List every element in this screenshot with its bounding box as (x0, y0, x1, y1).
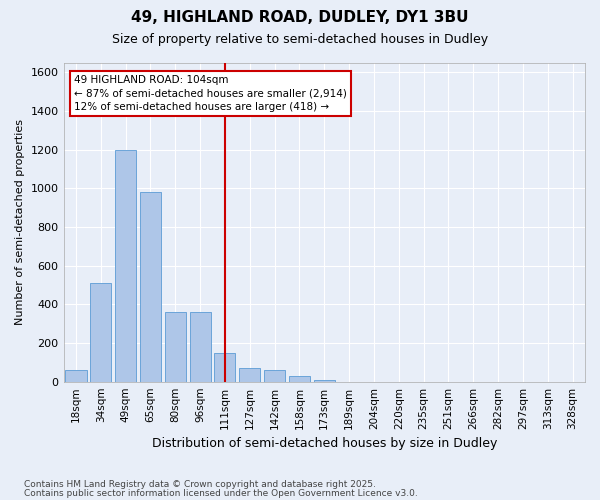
Bar (65, 370, 86, 382)
X-axis label: Distribution of semi-detached houses by size in Dudley: Distribution of semi-detached houses by … (152, 437, 497, 450)
Bar (289, 376, 310, 382)
Text: 49 HIGHLAND ROAD: 104sqm
← 87% of semi-detached houses are smaller (2,914)
12% o: 49 HIGHLAND ROAD: 104sqm ← 87% of semi-d… (74, 76, 347, 112)
Bar (90, 283, 112, 382)
Bar (190, 312, 211, 382)
Bar (115, 150, 136, 382)
Y-axis label: Number of semi-detached properties: Number of semi-detached properties (15, 119, 25, 325)
Text: Size of property relative to semi-detached houses in Dudley: Size of property relative to semi-detach… (112, 32, 488, 46)
Bar (165, 312, 186, 382)
Text: 49, HIGHLAND ROAD, DUDLEY, DY1 3BU: 49, HIGHLAND ROAD, DUDLEY, DY1 3BU (131, 10, 469, 25)
Text: Contains HM Land Registry data © Crown copyright and database right 2025.: Contains HM Land Registry data © Crown c… (24, 480, 376, 489)
Bar (214, 352, 235, 382)
Bar (140, 192, 161, 382)
Bar (239, 368, 260, 382)
Text: Contains public sector information licensed under the Open Government Licence v3: Contains public sector information licen… (24, 489, 418, 498)
Bar (264, 370, 285, 382)
Bar (314, 380, 335, 382)
